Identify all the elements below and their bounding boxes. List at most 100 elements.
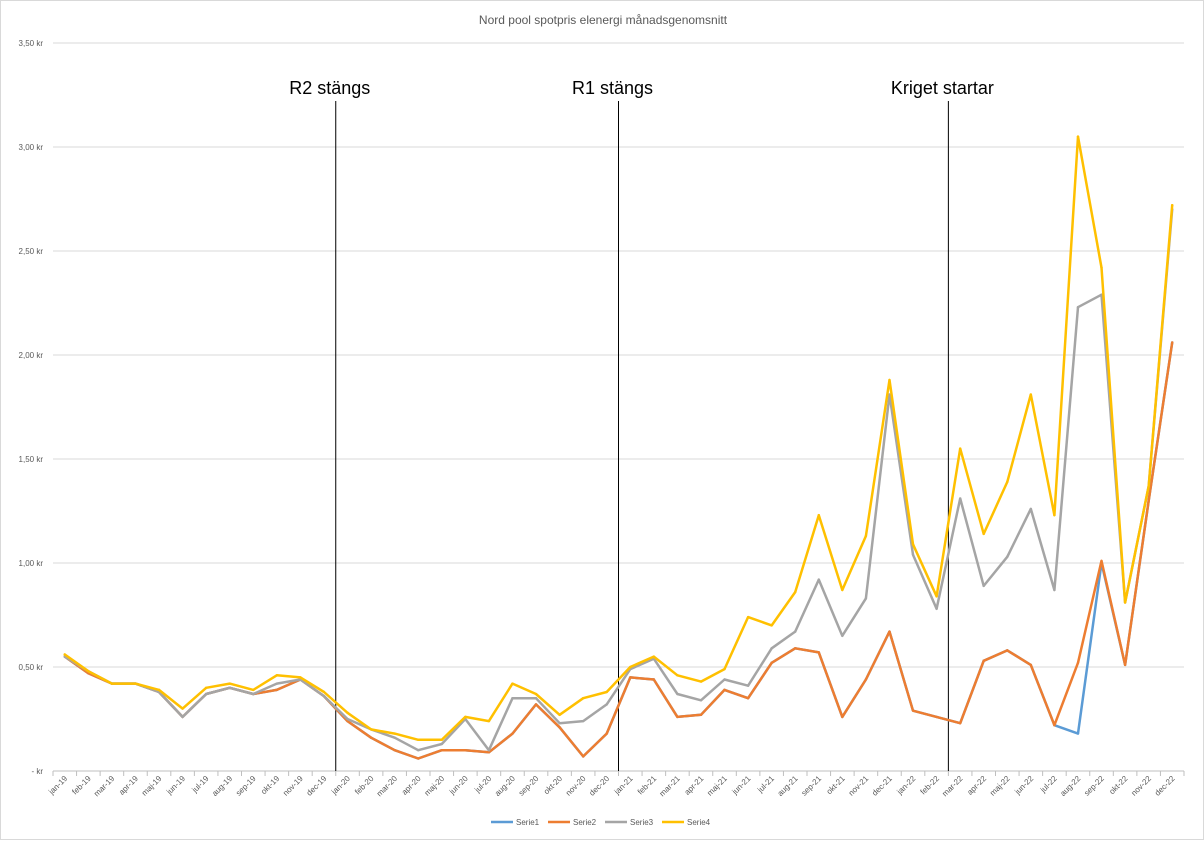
data-point (181, 715, 184, 719)
y-tick-label: 1,00 kr (19, 559, 44, 568)
data-point (652, 678, 656, 681)
data-point (935, 607, 938, 610)
x-tick-label: mar-20 (375, 774, 400, 799)
series-serie4 (63, 135, 1174, 742)
x-tick-label: maj-19 (140, 774, 164, 798)
data-point (1006, 480, 1009, 484)
data-point (1053, 588, 1056, 592)
data-point (1171, 204, 1174, 207)
data-point (676, 692, 679, 696)
series-line (63, 208, 1174, 752)
x-tick-label: dec-22 (1153, 774, 1177, 798)
y-tick-label: - kr (31, 767, 43, 776)
data-point (1076, 732, 1080, 735)
data-point (440, 738, 443, 741)
data-point (864, 597, 868, 600)
data-point (63, 653, 66, 656)
y-tick-label: 2,00 kr (19, 351, 44, 360)
x-tick-label: aug-21 (776, 774, 800, 798)
data-point (417, 738, 420, 741)
data-point (275, 682, 279, 685)
x-tick-label: jan-19 (46, 774, 69, 797)
annotations: R2 stängs R1 stängs Kriget startar (289, 78, 994, 771)
data-point (605, 732, 608, 735)
x-tick-label: apr-19 (117, 774, 140, 797)
x-axis: jan-19 feb-19 mar-19 apr-19 maj-19 jun-19 jul-… (46, 770, 1185, 799)
data-point (1100, 266, 1103, 269)
data-point (581, 755, 585, 758)
data-point (770, 647, 773, 650)
data-point (1100, 559, 1103, 563)
chart-title: Nord pool spotpris elenergi månadsgenoms… (479, 13, 728, 27)
data-point (699, 699, 703, 702)
legend-label: Serie4 (687, 818, 711, 827)
data-point (746, 697, 750, 700)
data-point (817, 578, 820, 581)
x-tick-label: jan-21 (612, 774, 635, 797)
data-point (1147, 499, 1150, 502)
x-tick-label: jan-22 (895, 774, 918, 797)
data-point (204, 686, 208, 689)
data-point (181, 707, 184, 710)
x-tick-label: jun-19 (164, 774, 187, 797)
data-point (1053, 513, 1056, 517)
x-tick-label: feb-21 (636, 774, 659, 797)
x-tick-label: maj-22 (988, 774, 1012, 798)
data-point (228, 686, 231, 689)
data-point (888, 378, 891, 382)
data-point (841, 588, 844, 592)
data-point (864, 534, 868, 538)
data-point (676, 715, 679, 719)
data-point (1029, 393, 1033, 396)
data-point (228, 682, 231, 685)
x-tick-label: feb-19 (70, 774, 93, 797)
x-tick-label: jul-19 (190, 774, 211, 795)
x-tick-label: mar-19 (92, 774, 117, 799)
data-point (369, 736, 373, 739)
x-tick-label: mar-22 (940, 774, 965, 799)
y-tick-label: 3,00 kr (19, 143, 44, 152)
series-lines (63, 135, 1174, 760)
data-point (629, 665, 632, 669)
data-point (275, 688, 279, 692)
data-point (417, 749, 420, 752)
data-point (723, 688, 726, 692)
data-point (299, 676, 302, 679)
data-point (346, 711, 349, 714)
annotation-label: Kriget startar (891, 78, 994, 98)
data-point (322, 690, 326, 694)
x-tick-label: okt-20 (542, 774, 564, 796)
data-point (817, 651, 820, 654)
data-point (958, 497, 962, 500)
data-point (770, 624, 773, 627)
x-tick-label: maj-20 (423, 774, 447, 798)
data-point (911, 709, 915, 712)
x-tick-label: feb-20 (353, 774, 376, 797)
x-tick-label: mar-21 (658, 774, 683, 799)
data-point (888, 630, 891, 633)
data-point (581, 719, 585, 723)
y-tick-label: 0,50 kr (19, 663, 44, 672)
data-point (794, 630, 797, 633)
x-tick-label: nov-19 (281, 774, 305, 798)
data-point (1029, 507, 1033, 511)
legend-label: Serie3 (630, 818, 654, 827)
data-point (322, 694, 326, 698)
data-point (558, 713, 561, 717)
x-tick-label: aug-19 (210, 774, 234, 798)
data-point (935, 715, 938, 719)
data-point (1123, 663, 1127, 667)
legend-label: Serie2 (573, 818, 597, 827)
data-point (911, 553, 915, 556)
y-axis: - kr 0,50 kr 1,00 kr 1,50 kr 2,00 kr 2,50 kr 3… (19, 39, 44, 776)
x-tick-label: jun-21 (730, 774, 753, 797)
legend-label: Serie1 (516, 818, 540, 827)
data-point (841, 715, 844, 719)
x-tick-label: jul-20 (472, 774, 493, 795)
data-point (864, 678, 868, 681)
data-point (958, 721, 962, 725)
data-point (393, 732, 396, 735)
x-tick-label: apr-22 (965, 774, 988, 797)
